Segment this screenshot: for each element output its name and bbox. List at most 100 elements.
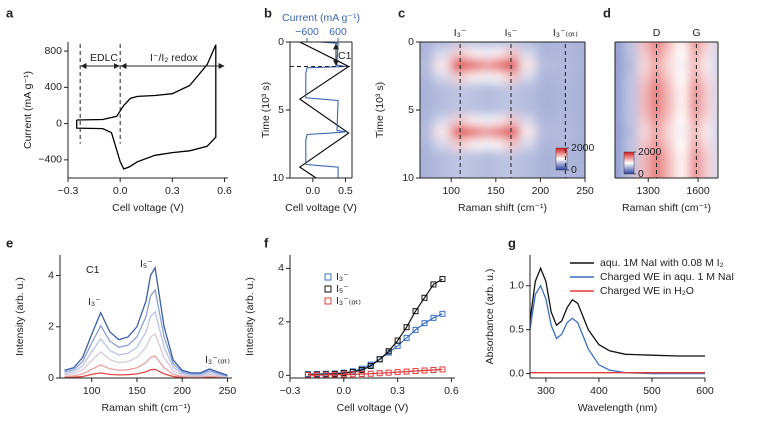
x-tick-label: 300 <box>537 385 555 397</box>
heatmap-cell <box>575 137 585 151</box>
series-line <box>76 44 217 170</box>
heatmap-cell <box>712 82 718 95</box>
heatmap-cell <box>505 126 520 139</box>
y-tick-label: 4 <box>278 262 284 274</box>
heatmap-cell <box>493 93 507 106</box>
heatmap-cell <box>451 137 468 151</box>
heatmap-cell <box>466 161 481 174</box>
heatmap-cell <box>701 161 713 174</box>
heatmap-cell <box>623 71 639 84</box>
y-tick-label: 1.0 <box>509 280 524 292</box>
heatmap-cell <box>420 42 434 48</box>
heatmap-cell <box>712 42 718 48</box>
heatmap-cell <box>480 59 495 72</box>
heatmap-cell <box>662 42 676 48</box>
y-tick-label: 0 <box>48 372 54 384</box>
annotation: C1 <box>338 50 352 62</box>
annotation: EDLC <box>90 52 118 64</box>
heatmap-cell <box>575 47 585 60</box>
annotation: C1 <box>86 264 100 276</box>
annotation: I₃⁻₍ₒₜ₎ <box>205 354 230 366</box>
heatmap-cell <box>451 42 468 48</box>
heatmap-cell <box>712 126 718 139</box>
heatmap-cell <box>662 82 676 95</box>
heatmap-cell <box>638 104 652 116</box>
heatmap-cell <box>493 71 507 84</box>
panel: c 0 2000 100 150 200 250 0 5 10 Raman shift (cm⁻¹)… <box>374 5 595 214</box>
x-tick-label: −0.3 <box>58 185 79 197</box>
heatmap-cell <box>623 42 639 48</box>
y-tick-label: 2 <box>278 316 284 328</box>
x-tick-label: 250 <box>576 185 594 197</box>
x-axis-label: Raman shift (cm⁻¹) <box>622 202 711 214</box>
x-tick-label: 400 <box>590 385 608 397</box>
heatmap-cell <box>519 47 537 60</box>
x-tick-label: 100 <box>442 185 460 197</box>
point <box>439 310 446 317</box>
heatmap-cell <box>451 115 468 127</box>
heatmap-cell <box>688 115 702 127</box>
heatmap-cell <box>535 82 556 95</box>
heatmap-cell <box>451 161 468 174</box>
heatmap-cell <box>712 172 718 178</box>
heatmap-cell <box>519 71 537 84</box>
point <box>439 276 446 283</box>
heatmap <box>615 42 718 178</box>
annotation: I₅⁻ <box>140 258 153 270</box>
heatmap-cell <box>505 161 520 174</box>
point <box>421 294 428 301</box>
heatmap-cell <box>701 104 713 116</box>
heatmap-cell <box>712 161 718 174</box>
heatmap-cell <box>688 161 702 174</box>
y-tick-label: 0.0 <box>509 367 524 379</box>
heatmap-cell <box>493 47 507 60</box>
heatmap-cell <box>519 93 537 106</box>
heatmap-cell <box>701 115 713 127</box>
x-tick-label: 600 <box>696 385 714 397</box>
heatmap-cell <box>505 150 520 163</box>
series-line <box>307 368 443 376</box>
heatmap-cell <box>638 47 652 60</box>
panel: d 0 2000 1300 1600 Raman shift (cm⁻¹) D G <box>603 5 719 214</box>
heatmap-cell <box>535 126 556 139</box>
heatmap-cell <box>688 126 702 139</box>
colorbar-label: 2000 <box>571 142 595 154</box>
point <box>430 281 437 288</box>
heatmap-cell <box>638 82 652 95</box>
heatmap-cell <box>623 172 639 178</box>
heatmap-cell <box>493 150 507 163</box>
heatmap-cell <box>433 104 452 116</box>
x-tick-label: 0.6 <box>217 185 232 197</box>
heatmap-cell <box>451 93 468 106</box>
heatmap-cell <box>519 115 537 127</box>
heatmap-cell <box>519 172 537 178</box>
heatmap-cell <box>712 71 718 84</box>
colorbar <box>623 151 635 175</box>
y-tick-label: 10 <box>272 172 284 184</box>
heatmap-cell <box>674 71 690 84</box>
x-axis-label: Raman shift (cm⁻¹) <box>458 202 547 214</box>
panel: b 0.0 0.5 0 5 10 −600 600 Current (mA g⁻¹) Cell v… <box>260 5 360 213</box>
heatmap-cell <box>615 42 624 48</box>
x-tick-label: 150 <box>128 385 146 397</box>
legend-label: I₅⁻ <box>336 283 349 295</box>
heatmap-cell <box>480 47 495 60</box>
heatmap-cell <box>420 115 434 127</box>
heatmap-cell <box>623 104 639 116</box>
point <box>403 334 410 341</box>
x-tick-label: 0.0 <box>306 185 321 197</box>
y-axis-label: Intensity (arb. u.) <box>244 277 256 356</box>
colorbar-label: 0 <box>638 168 644 180</box>
heatmap-cell <box>674 137 690 151</box>
heatmap-cell <box>420 71 434 84</box>
heatmap-cell <box>615 47 624 60</box>
x-tick-label: 1600 <box>686 185 710 197</box>
legend-label: aqu. 1M NaI with 0.08 M I₂ <box>600 257 724 269</box>
heatmap-cell <box>433 172 452 178</box>
heatmap-cell <box>615 150 624 163</box>
x2-tick-label: 600 <box>329 26 347 38</box>
heatmap-cell <box>674 82 690 95</box>
heatmap-cell <box>519 126 537 139</box>
series-line <box>64 288 228 377</box>
y-tick-label: 2 <box>48 321 54 333</box>
